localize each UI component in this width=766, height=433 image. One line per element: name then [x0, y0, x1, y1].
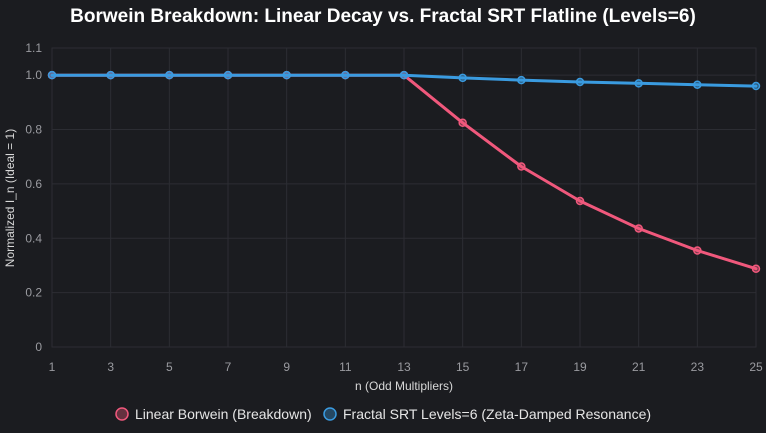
y-tick-label: 0.8: [25, 123, 42, 137]
y-tick-labels: 0 0.2 0.4 0.6 0.8 1.0 1.1: [25, 41, 42, 354]
x-tick-label: 15: [456, 360, 470, 374]
series-2-point: [517, 75, 526, 85]
x-tick-label: 19: [573, 360, 587, 374]
series-2-point: [693, 80, 702, 89]
y-tick-label: 0.6: [25, 177, 42, 191]
x-tick-label: 3: [107, 360, 114, 374]
legend-label-1: Linear Borwein (Breakdown): [135, 406, 312, 422]
y-tick-label: 1.0: [25, 68, 42, 82]
series-line-2: [50, 73, 758, 88]
series-1-point: [693, 246, 702, 255]
y-tick-label: 1.1: [25, 41, 42, 55]
legend: Linear Borwein (Breakdown) Fractal SRT Le…: [115, 406, 651, 422]
x-tick-labels: 1 3 5 7 9 11 13 15 17 19 21 23 25: [49, 360, 763, 374]
legend-marker-2: [323, 407, 337, 421]
grid: [51, 47, 757, 348]
x-tick-label: 9: [283, 360, 290, 374]
series-2-point: [282, 70, 291, 80]
series-2-point: [399, 70, 409, 80]
legend-marker-1: [115, 407, 129, 421]
series-1-point: [575, 196, 585, 206]
x-tick-label: 5: [166, 360, 173, 374]
series-2-point: [47, 70, 57, 80]
series-1-point: [634, 224, 643, 233]
x-axis-label: n (Odd Multipliers): [355, 379, 453, 393]
series-2-point: [458, 73, 467, 83]
legend-label-2: Fractal SRT Levels=6 (Zeta-Damped Resona…: [343, 406, 651, 422]
series-2-point: [634, 79, 643, 88]
x-tick-label: 1: [49, 360, 56, 374]
y-tick-label: 0.4: [25, 231, 42, 245]
y-tick-label: 0.2: [25, 286, 42, 300]
x-tick-label: 21: [632, 360, 646, 374]
y-axis-label: Normalized I_n (Ideal = 1): [3, 129, 17, 267]
y-tick-label: 0: [35, 340, 42, 354]
x-tick-label: 13: [397, 360, 411, 374]
series-1-point: [751, 264, 761, 273]
x-tick-label: 7: [225, 360, 232, 374]
series-layer: [47, 70, 761, 273]
series-1-point: [517, 162, 526, 171]
chart-title: Borwein Breakdown: Linear Decay vs. Frac…: [70, 6, 696, 27]
series-2-point: [751, 81, 761, 91]
series-2-point: [165, 70, 174, 80]
series-2-point: [341, 70, 350, 80]
x-tick-label: 25: [749, 360, 763, 374]
x-tick-label: 23: [691, 360, 705, 374]
series-2-point: [106, 70, 115, 80]
x-tick-label: 11: [339, 360, 352, 374]
series-1-point: [458, 118, 467, 127]
series-2-point: [223, 70, 233, 80]
x-tick-label: 17: [515, 360, 529, 374]
series-2-point: [575, 77, 585, 87]
